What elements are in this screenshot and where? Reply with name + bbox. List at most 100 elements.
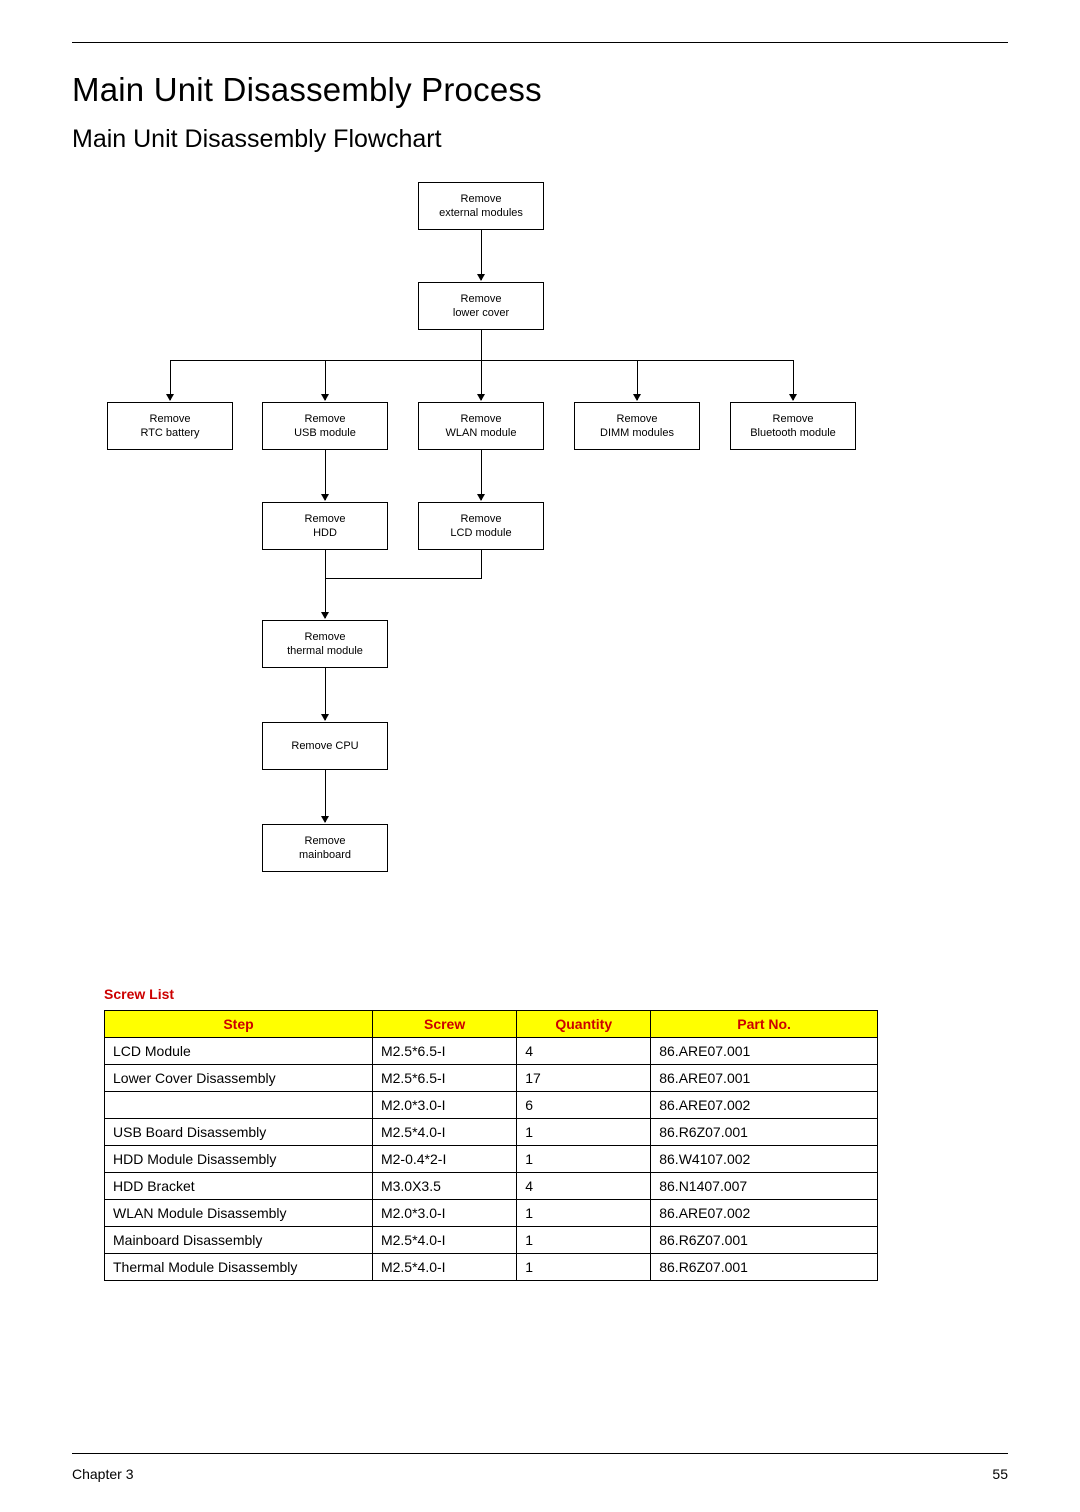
table-cell: M3.0X3.5	[372, 1173, 516, 1200]
flow-node: RemoveRTC battery	[107, 402, 233, 450]
page-title: Main Unit Disassembly Process	[72, 71, 1008, 109]
arrow	[633, 394, 641, 401]
arrow	[477, 394, 485, 401]
flow-node: RemoveHDD	[262, 502, 388, 550]
node-label: Removemainboard	[299, 834, 351, 863]
conn	[170, 360, 794, 361]
node-label: RemoveUSB module	[294, 412, 356, 441]
flow-node: RemoveWLAN module	[418, 402, 544, 450]
table-cell: 17	[517, 1065, 651, 1092]
table-cell: 1	[517, 1200, 651, 1227]
table-cell: 86.ARE07.002	[651, 1092, 878, 1119]
conn	[325, 770, 326, 822]
table-row: USB Board DisassemblyM2.5*4.0-I186.R6Z07…	[105, 1119, 878, 1146]
conn	[325, 668, 326, 720]
arrow	[789, 394, 797, 401]
table-cell: 1	[517, 1254, 651, 1281]
arrow	[321, 394, 329, 401]
table-cell: M2.5*4.0-I	[372, 1119, 516, 1146]
screw-list-title: Screw List	[104, 986, 1008, 1002]
conn	[481, 330, 482, 360]
node-label: RemoveHDD	[305, 512, 346, 541]
arrow	[321, 816, 329, 823]
conn	[325, 550, 326, 578]
table-cell: M2.5*4.0-I	[372, 1254, 516, 1281]
conn	[325, 578, 482, 579]
table-cell: USB Board Disassembly	[105, 1119, 373, 1146]
node-label: RemoveWLAN module	[446, 412, 517, 441]
table-cell: 4	[517, 1173, 651, 1200]
screw-table: Step Screw Quantity Part No. LCD ModuleM…	[104, 1010, 878, 1281]
table-cell: 86.R6Z07.001	[651, 1254, 878, 1281]
table-cell: WLAN Module Disassembly	[105, 1200, 373, 1227]
table-row: LCD ModuleM2.5*6.5-I486.ARE07.001	[105, 1038, 878, 1065]
flow-node: Removethermal module	[262, 620, 388, 668]
table-cell: 86.ARE07.001	[651, 1038, 878, 1065]
conn	[481, 550, 482, 578]
table-cell: 1	[517, 1146, 651, 1173]
table-cell: LCD Module	[105, 1038, 373, 1065]
table-cell: M2.5*6.5-I	[372, 1038, 516, 1065]
table-cell: 4	[517, 1038, 651, 1065]
bottom-rule	[72, 1453, 1008, 1454]
table-cell: 86.ARE07.001	[651, 1065, 878, 1092]
table-header-row: Step Screw Quantity Part No.	[105, 1011, 878, 1038]
node-label: RemoveDIMM modules	[600, 412, 674, 441]
node-label: Removelower cover	[453, 292, 509, 321]
table-cell	[105, 1092, 373, 1119]
col-header-part: Part No.	[651, 1011, 878, 1038]
col-header-qty: Quantity	[517, 1011, 651, 1038]
arrow	[477, 494, 485, 501]
footer-right: 55	[992, 1466, 1008, 1482]
flow-node: Remove CPU	[262, 722, 388, 770]
flow-node: RemoveLCD module	[418, 502, 544, 550]
flow-node: Removelower cover	[418, 282, 544, 330]
table-cell: 86.R6Z07.001	[651, 1119, 878, 1146]
flow-node: Removeexternal modules	[418, 182, 544, 230]
node-label: Removethermal module	[287, 630, 363, 659]
node-label: RemoveBluetooth module	[750, 412, 836, 441]
table-cell: 86.W4107.002	[651, 1146, 878, 1173]
table-cell: HDD Bracket	[105, 1173, 373, 1200]
arrow	[321, 612, 329, 619]
node-label: RemoveLCD module	[450, 512, 511, 541]
table-cell: M2.5*6.5-I	[372, 1065, 516, 1092]
table-row: Mainboard DisassemblyM2.5*4.0-I186.R6Z07…	[105, 1227, 878, 1254]
table-cell: M2.0*3.0-I	[372, 1092, 516, 1119]
flow-node: RemoveBluetooth module	[730, 402, 856, 450]
table-cell: M2.5*4.0-I	[372, 1227, 516, 1254]
col-header-step: Step	[105, 1011, 373, 1038]
table-cell: 86.ARE07.002	[651, 1200, 878, 1227]
flow-node: RemoveUSB module	[262, 402, 388, 450]
table-row: Lower Cover DisassemblyM2.5*6.5-I1786.AR…	[105, 1065, 878, 1092]
table-cell: 1	[517, 1119, 651, 1146]
arrow	[321, 714, 329, 721]
col-header-screw: Screw	[372, 1011, 516, 1038]
node-label: Removeexternal modules	[439, 192, 523, 221]
flow-node: RemoveDIMM modules	[574, 402, 700, 450]
table-row: WLAN Module DisassemblyM2.0*3.0-I186.ARE…	[105, 1200, 878, 1227]
page-subtitle: Main Unit Disassembly Flowchart	[72, 125, 1008, 154]
table-cell: Lower Cover Disassembly	[105, 1065, 373, 1092]
flowchart-area: Removeexternal modules Removelower cover…	[72, 182, 1008, 962]
arrow	[477, 274, 485, 281]
arrow	[166, 394, 174, 401]
node-label: RemoveRTC battery	[140, 412, 199, 441]
table-cell: 1	[517, 1227, 651, 1254]
conn	[481, 450, 482, 500]
top-rule	[72, 42, 1008, 43]
flow-node: Removemainboard	[262, 824, 388, 872]
table-cell: Thermal Module Disassembly	[105, 1254, 373, 1281]
table-cell: HDD Module Disassembly	[105, 1146, 373, 1173]
node-label: Remove CPU	[291, 739, 358, 753]
table-row: Thermal Module DisassemblyM2.5*4.0-I186.…	[105, 1254, 878, 1281]
table-row: M2.0*3.0-I686.ARE07.002	[105, 1092, 878, 1119]
table-cell: M2.0*3.0-I	[372, 1200, 516, 1227]
footer-left: Chapter 3	[72, 1466, 133, 1482]
table-cell: 86.N1407.007	[651, 1173, 878, 1200]
table-row: HDD Module DisassemblyM2-0.4*2-I186.W410…	[105, 1146, 878, 1173]
conn	[481, 230, 482, 280]
page-footer: Chapter 3 55	[72, 1466, 1008, 1482]
table-cell: Mainboard Disassembly	[105, 1227, 373, 1254]
conn	[325, 450, 326, 500]
